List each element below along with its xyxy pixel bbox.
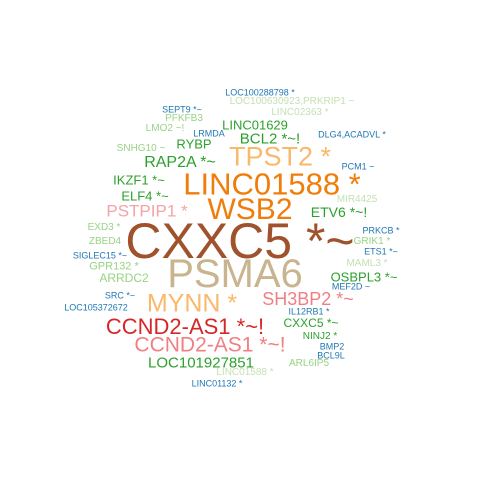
word-mynn: MYNN * — [146, 289, 238, 318]
word-loc101927851: LOC101927851 — [148, 354, 254, 372]
word-src: SRC *~ — [104, 290, 136, 301]
word-ccnd2-as1-red: CCND2-AS1 *~! — [105, 314, 265, 339]
word-ninj2: NINJ2 * — [302, 331, 338, 342]
word-cxxc5: CXXC5 *~ — [125, 213, 355, 269]
word-linc01132: LINC01132 * — [191, 378, 243, 389]
word-loc105372672: LOC105372672 — [64, 302, 128, 313]
word-rybp: RYBP — [176, 136, 212, 152]
word-linc02363: LINC02363 * — [271, 107, 329, 118]
word-loc100630923-prkrip1: LOC100630923,PRKRIP1 ~ — [229, 96, 355, 107]
word-elf4: ELF4 *~ — [121, 188, 169, 204]
word-ikzf1: IKZF1 *~ — [113, 172, 165, 188]
word-tpst2: TPST2 * — [228, 141, 332, 172]
word-pstpip1: PSTPIP1 * — [106, 201, 188, 221]
word-bcl2: BCL2 *~! — [239, 130, 301, 148]
word-pcm1: PCM1 ~ — [341, 161, 375, 172]
word-exd3: EXD3 * — [87, 222, 121, 233]
word-dlg4-acadvl: DLG4,ACADVL * — [318, 129, 386, 140]
word-linc01588: LINC01588 * — [183, 166, 361, 202]
word-sh3bp2: SH3BP2 *~ — [262, 289, 354, 309]
word-pfkfb3: PFKFB3 — [165, 113, 203, 124]
word-cxxc5-small: CXXC5 *~ — [283, 316, 339, 330]
word-arrdc2: ARRDC2 — [99, 271, 149, 285]
word-zbed4: ZBED4 — [88, 236, 122, 247]
word-il12rb1: IL12RB1 * — [288, 306, 330, 317]
word-lmo2: LMO2 ~! — [145, 123, 185, 134]
word-bcl9l: BCL9L — [317, 350, 345, 361]
word-psma6: PSMA6 — [167, 252, 303, 296]
word-grik1: GRIK1 * — [353, 236, 391, 247]
word-prkcb: PRKCB * — [362, 225, 400, 236]
word-lrmda: LRMDA — [193, 128, 225, 139]
word-gpr132: GPR132 * — [89, 260, 139, 273]
word-siglec15: SIGLEC15 *~ — [72, 250, 128, 261]
word-mir4425: MIR4425 — [336, 194, 378, 205]
word-linc01629: LINC01629 — [222, 117, 288, 133]
word-linc01588-small: LINC01588 * — [216, 367, 274, 378]
word-osbpl3: OSBPL3 *~ — [330, 269, 398, 285]
word-maml3: MAML3 * — [346, 258, 388, 269]
word-wsb2: WSB2 — [207, 193, 293, 226]
word-etv6: ETV6 *~! — [310, 204, 368, 220]
word-arl6ip5: ARL6IP5 — [288, 358, 330, 369]
word-rap2a: RAP2A *~ — [144, 154, 216, 171]
word-bmp2: BMP2 — [319, 341, 345, 352]
word-ets1: ETS1 *~ — [364, 246, 398, 257]
word-snhg10: SNHG10 ~ — [116, 143, 166, 154]
word-sept9: SEPT9 *~ — [162, 104, 202, 115]
word-ccnd2-as1-pink: CCND2-AS1 *~! — [134, 333, 286, 357]
word-loc100288798: LOC100288798 * — [225, 87, 295, 98]
word-mef2d: MEF2D ~ — [331, 281, 371, 292]
